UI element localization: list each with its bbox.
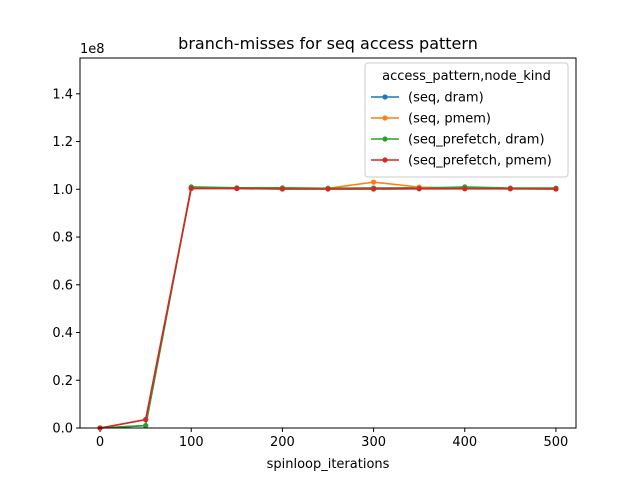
legend-item: (seq, dram) (371, 91, 484, 106)
data-point (143, 423, 149, 429)
y-tick-label: 0.6 (52, 278, 73, 293)
y-tick-label: 1.2 (52, 135, 73, 150)
x-tick-label: 500 (544, 435, 569, 450)
data-point (370, 179, 377, 185)
data-point (370, 186, 377, 192)
x-tick-label: 200 (270, 435, 295, 450)
plot-frame (79, 57, 577, 429)
x-tick-label: 100 (179, 435, 204, 450)
data-point (462, 186, 468, 192)
legend-title: access_pattern,node_kind (382, 69, 551, 84)
data-point (143, 417, 149, 423)
legend-box (364, 62, 569, 178)
data-point (234, 185, 240, 192)
legend-label: (seq, dram) (408, 91, 484, 106)
y-tick-label: 0.8 (52, 231, 73, 246)
legend: access_pattern,node_kind (seq, dram) (seq,… (364, 62, 569, 178)
legend-label: (seq_prefetch, pmem) (408, 154, 552, 169)
data-point (416, 186, 422, 192)
y-tick-label: 0.2 (52, 374, 73, 389)
data-point (507, 186, 513, 192)
y-tick-label: 1.4 (52, 87, 73, 102)
x-tick-label: 0 (96, 435, 104, 450)
legend-item: (seq_prefetch, dram) (371, 133, 545, 148)
legend-label: (seq, pmem) (408, 112, 491, 127)
legend-item: (seq_prefetch, pmem) (371, 154, 552, 169)
legend-marker (382, 115, 388, 121)
x-axis-label: spinloop_iterations (267, 457, 390, 472)
data-point (325, 186, 331, 192)
legend-label: (seq_prefetch, dram) (408, 133, 545, 148)
legend-marker (382, 94, 388, 100)
legend-marker (382, 136, 388, 142)
y-tick-label: 0.4 (52, 326, 73, 341)
chart-title: branch-misses for seq access pattern (178, 34, 478, 53)
y-tick-label: 1.0 (52, 183, 73, 198)
data-point (188, 185, 194, 192)
legend-item: (seq, pmem) (371, 112, 491, 127)
data-point (553, 186, 559, 192)
ticks-layer: 0 100 200 300 400 500 0.0 0.2 0.4 0.6 0.8 1.0 1.2 1.4 (52, 87, 568, 450)
series-layer (97, 179, 559, 431)
y-offset-label: 1e8 (80, 42, 105, 57)
x-tick-label: 400 (452, 435, 477, 450)
y-tick-label: 0.0 (52, 422, 73, 437)
legend-marker (382, 157, 388, 163)
data-point (279, 186, 286, 192)
x-tick-label: 300 (361, 435, 386, 450)
